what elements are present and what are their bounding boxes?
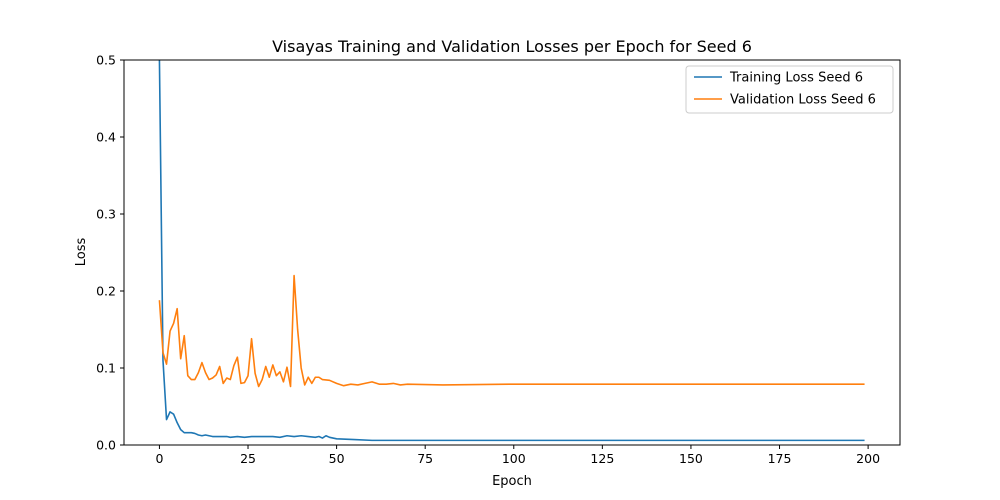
x-tick-label: 25 <box>240 451 256 466</box>
x-tick-label: 100 <box>502 451 526 466</box>
y-axis-title: Loss <box>74 238 89 267</box>
x-tick-label: 0 <box>155 451 163 466</box>
x-tick-label: 175 <box>768 451 792 466</box>
x-tick-label: 150 <box>679 451 703 466</box>
x-tick-label: 125 <box>590 451 614 466</box>
x-tick-label: 200 <box>856 451 880 466</box>
x-axis-title: Epoch <box>492 474 532 489</box>
y-tick-label: 0.1 <box>96 361 116 376</box>
legend-label: Validation Loss Seed 6 <box>730 93 876 108</box>
y-tick-label: 0.3 <box>96 207 116 222</box>
chart-title: Visayas Training and Validation Losses p… <box>272 37 752 56</box>
y-tick-label: 0.0 <box>96 438 116 453</box>
y-tick-label: 0.4 <box>96 130 116 145</box>
series-layer <box>158 60 865 442</box>
series-line-validation <box>158 274 865 388</box>
x-tick-label: 50 <box>329 451 345 466</box>
legend-box <box>685 65 894 114</box>
series-line-training <box>158 60 865 442</box>
plot-frame <box>123 59 901 446</box>
y-tick-label: 0.2 <box>96 284 116 299</box>
legend-label: Training Loss Seed 6 <box>729 71 863 86</box>
y-axis: 0.0 0.1 0.2 0.3 0.4 0.5 <box>96 53 124 453</box>
x-tick-label: 75 <box>417 451 433 466</box>
x-axis: 0 25 50 75 100 125 150 175 200 <box>155 445 880 466</box>
y-tick-label: 0.5 <box>96 53 116 68</box>
legend: Training Loss Seed 6 Validation Loss Seed… <box>685 65 894 114</box>
